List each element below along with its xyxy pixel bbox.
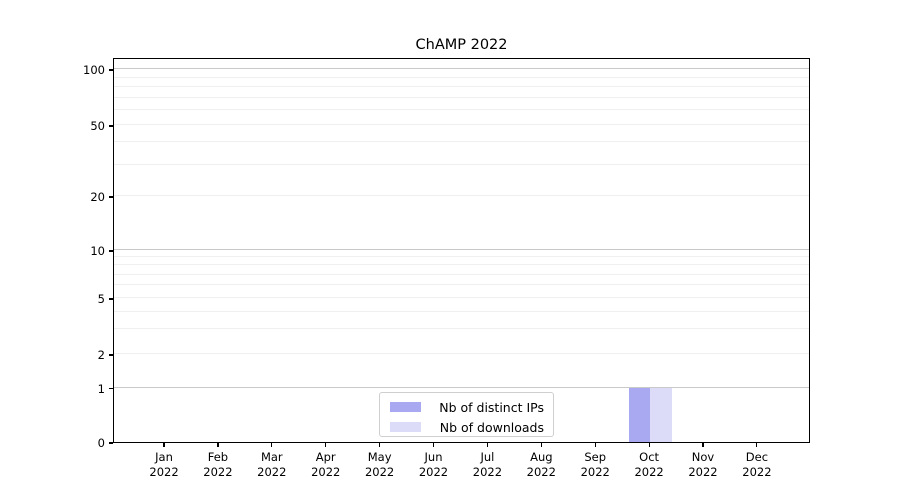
ytick-mark-0 — [109, 442, 113, 444]
legend-swatch-distinct-ips — [390, 401, 421, 413]
xtick-label-apr: Apr 2022 — [311, 450, 341, 479]
ytick-label-2: 2 — [97, 347, 105, 362]
ytick-mark-100 — [109, 69, 113, 71]
ytick-mark-50 — [109, 125, 113, 127]
xtick-label-oct: Oct 2022 — [634, 450, 664, 479]
xtick-label-aug: Aug 2022 — [526, 450, 556, 479]
minor-gridline-y-6 — [114, 284, 809, 286]
xtick-label-may: May 2022 — [364, 450, 395, 479]
xtick-label-nov: Nov 2022 — [688, 450, 718, 479]
ytick-label-10: 10 — [90, 244, 105, 258]
minor-gridline-y-8 — [114, 264, 809, 266]
xtick-mark-jun — [432, 443, 435, 447]
plot-area: Nb of distinct IPs Nb of downloads — [113, 58, 810, 443]
gridline-y-100 — [114, 68, 809, 70]
bar-oct-distinct-ips — [628, 387, 651, 442]
legend-label-downloads: Nb of downloads — [439, 419, 544, 435]
ytick-mark-1 — [109, 388, 113, 390]
ytick-label-100: 100 — [83, 63, 105, 77]
gridline-y-20 — [114, 195, 809, 196]
legend: Nb of distinct IPs Nb of downloads — [379, 392, 554, 437]
legend-item-distinct-ips: Nb of distinct IPs — [390, 399, 544, 415]
gridline-y-50 — [114, 124, 809, 125]
minor-gridline-y-60 — [114, 109, 809, 111]
xtick-mark-mar — [271, 443, 273, 447]
xtick-mark-jul — [486, 443, 488, 447]
xtick-mark-jan — [163, 443, 165, 447]
minor-gridline-y-40 — [114, 141, 809, 143]
minor-gridline-y-90 — [114, 76, 809, 78]
ytick-label-5: 5 — [97, 292, 105, 306]
minor-gridline-y-7 — [114, 273, 809, 275]
ytick-mark-10 — [109, 250, 113, 252]
gridline-y-5 — [114, 297, 809, 299]
xtick-mark-feb — [217, 443, 219, 447]
xtick-label-jun: Jun 2022 — [418, 450, 449, 479]
xtick-mark-oct — [648, 443, 650, 447]
minor-gridline-y-3 — [114, 328, 809, 330]
minor-gridline-y-9 — [114, 256, 809, 258]
xtick-mark-dec — [756, 443, 758, 447]
xtick-mark-may — [379, 443, 381, 447]
xtick-label-dec: Dec 2022 — [742, 450, 772, 479]
xtick-mark-sep — [594, 443, 596, 447]
ytick-label-0: 0 — [97, 436, 105, 450]
gridline-y-2 — [114, 353, 809, 354]
xtick-mark-apr — [325, 443, 327, 447]
minor-gridline-y-70 — [114, 96, 809, 98]
minor-gridline-y-80 — [114, 86, 809, 88]
legend-item-downloads: Nb of downloads — [390, 419, 544, 435]
gridline-y-10 — [114, 249, 809, 251]
xtick-label-jul: Jul 2022 — [472, 450, 503, 479]
xtick-label-jan: Jan 2022 — [149, 450, 179, 479]
legend-label-distinct-ips: Nb of distinct IPs — [439, 399, 544, 415]
ytick-mark-5 — [109, 298, 113, 300]
xtick-label-sep: Sep 2022 — [580, 450, 610, 479]
xtick-mark-aug — [540, 443, 542, 447]
ytick-label-20: 20 — [90, 189, 105, 204]
minor-gridline-y-4 — [114, 310, 809, 312]
ytick-mark-2 — [109, 354, 113, 356]
xtick-label-feb: Feb 2022 — [203, 450, 233, 479]
gridline-y-1 — [114, 386, 809, 388]
chart-title: ChAMP 2022 — [415, 37, 508, 53]
xtick-mark-nov — [702, 443, 704, 447]
legend-swatch-downloads — [390, 421, 421, 433]
bar-oct-downloads — [650, 387, 672, 442]
ytick-mark-20 — [109, 196, 113, 198]
ytick-label-50: 50 — [90, 118, 105, 133]
xtick-label-mar: Mar 2022 — [257, 450, 287, 479]
minor-gridline-y-30 — [114, 163, 809, 165]
ytick-label-1: 1 — [97, 381, 105, 396]
